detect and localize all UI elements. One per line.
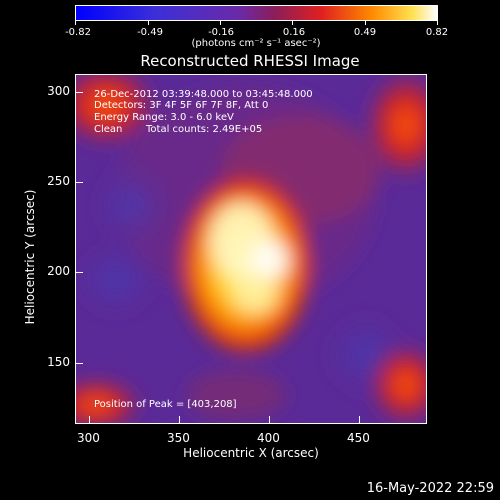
- x-tick-mark: [179, 416, 180, 423]
- annotation-counts: Total counts: 2.49E+05: [146, 124, 263, 135]
- annotation-time-range: 26-Dec-2012 03:39:48.000 to 03:45:48.000: [94, 89, 313, 100]
- colorbar-tick: [292, 20, 293, 25]
- colorbar-tick: [220, 20, 221, 25]
- colorbar-tick-label: 0.16: [282, 27, 306, 38]
- colorbar-units: (photons cm⁻² s⁻¹ asec⁻²): [191, 38, 321, 49]
- annotation-peak: Position of Peak = [403,208]: [94, 399, 237, 410]
- colorbar-tick-label: 0.49: [353, 27, 377, 38]
- y-tick-mark: [76, 182, 83, 183]
- rhessi-image: 26-Dec-2012 03:39:48.000 to 03:45:48.000…: [75, 74, 427, 424]
- colorbar-tick-label: -0.16: [208, 27, 234, 38]
- x-tick-label: 450: [347, 431, 370, 445]
- x-tick-label: 400: [257, 431, 280, 445]
- footer-timestamp: 16-May-2022 22:59: [366, 481, 494, 496]
- colorbar-tick-label: -0.49: [137, 27, 163, 38]
- y-tick-label: 250: [47, 174, 70, 188]
- x-tick-mark: [89, 416, 90, 423]
- colorbar-tick-label: -0.82: [65, 27, 91, 38]
- y-tick-mark: [76, 272, 83, 273]
- x-tick-mark: [269, 416, 270, 423]
- colorbar-tick: [148, 20, 149, 25]
- image-canvas: [76, 75, 426, 423]
- x-axis-title: Heliocentric X (arcsec): [183, 446, 319, 460]
- y-tick-label: 200: [47, 264, 70, 278]
- colorbar-tick: [437, 20, 438, 25]
- x-tick-label: 300: [77, 431, 100, 445]
- colorbar: [75, 5, 438, 21]
- annotation-energy: Energy Range: 3.0 - 6.0 keV: [94, 112, 234, 123]
- colorbar-tick-label: 0.82: [425, 27, 449, 38]
- y-tick-label: 150: [47, 355, 70, 369]
- y-tick-mark: [76, 92, 83, 93]
- colorbar-tick: [75, 20, 76, 25]
- y-tick-mark: [76, 363, 83, 364]
- x-tick-mark: [359, 416, 360, 423]
- colorbar-tick: [365, 20, 366, 25]
- plot-title: Reconstructed RHESSI Image: [140, 52, 360, 70]
- annotation-method: Clean: [94, 124, 123, 135]
- y-axis-title: Heliocentric Y (arcsec): [23, 189, 37, 325]
- x-tick-label: 350: [167, 431, 190, 445]
- annotation-detectors: Detectors: 3F 4F 5F 6F 7F 8F, Att 0: [94, 100, 269, 111]
- colorbar-gradient: [76, 6, 437, 20]
- y-tick-label: 300: [47, 84, 70, 98]
